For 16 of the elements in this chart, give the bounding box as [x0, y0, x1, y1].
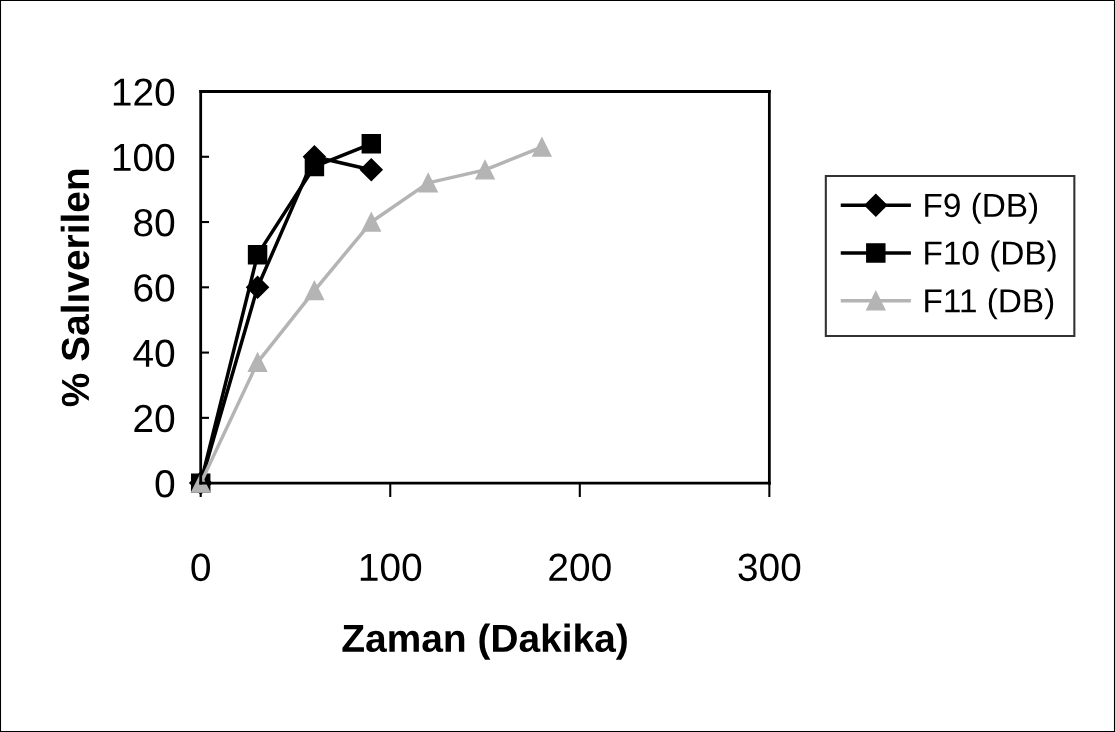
y-tick-label: 100 — [113, 143, 175, 172]
x-axis-title: Zaman (Dakika) — [342, 623, 627, 660]
legend-label: F9 (DB) — [925, 192, 1038, 224]
y-tick-label: 20 — [134, 404, 175, 433]
y-tick-label: 120 — [113, 78, 175, 106]
y-tick-label: 60 — [134, 274, 175, 302]
legend-label: F10 (DB) — [925, 240, 1056, 272]
x-tick-label: 0 — [191, 553, 210, 582]
x-tick-label: 200 — [549, 553, 611, 582]
y-tick-label: 80 — [134, 208, 175, 237]
y-tick-label: 40 — [133, 339, 175, 368]
x-tick-label: 100 — [360, 553, 422, 582]
y-tick-label: 0 — [155, 470, 175, 498]
x-tick-label: 300 — [738, 553, 801, 582]
legend-label: F11 (DB) — [925, 288, 1054, 320]
y-axis-title: % Salıverilen — [60, 169, 90, 407]
